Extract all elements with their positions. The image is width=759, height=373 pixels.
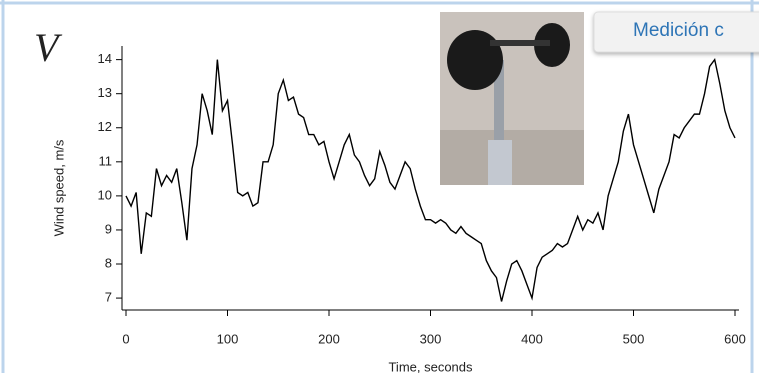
y-tick-label: 7 <box>105 290 112 305</box>
y-tick-label: 11 <box>99 153 113 168</box>
x-tick-label: 0 <box>122 331 129 346</box>
y-axis-label: Wind speed, m/s <box>51 139 66 236</box>
x-tick-label: 600 <box>724 331 746 346</box>
x-tick-label: 100 <box>217 331 239 346</box>
photo <box>440 12 584 185</box>
x-tick-label: 400 <box>521 331 543 346</box>
title-tab: Medición c <box>593 11 759 53</box>
photo-base <box>488 140 512 185</box>
data-line <box>125 57 736 302</box>
photo-arm <box>490 40 550 46</box>
y-tick-label: 12 <box>98 119 112 134</box>
photo-cup <box>447 30 503 90</box>
tab-box <box>593 11 759 53</box>
x-tick-label: 500 <box>623 331 645 346</box>
chart: 7 8 9 10 11 12 13 14 0 100 200 300 400 500 600 Wind spe… <box>51 46 746 373</box>
y-tick-label: 13 <box>98 85 112 100</box>
tab-label: Medición c <box>633 20 724 41</box>
x-tick-label: 200 <box>318 331 340 346</box>
x-tick-label: 300 <box>420 331 442 346</box>
variable-symbol: V <box>34 25 63 70</box>
y-tick-label: 9 <box>105 221 112 236</box>
y-tick-label: 8 <box>105 255 112 270</box>
y-tick-label: 10 <box>98 187 112 202</box>
y-tick-label: 14 <box>98 51 112 66</box>
photo-cup <box>534 23 570 67</box>
photo-pole <box>494 60 504 160</box>
x-axis-label: Time, seconds <box>388 359 473 373</box>
